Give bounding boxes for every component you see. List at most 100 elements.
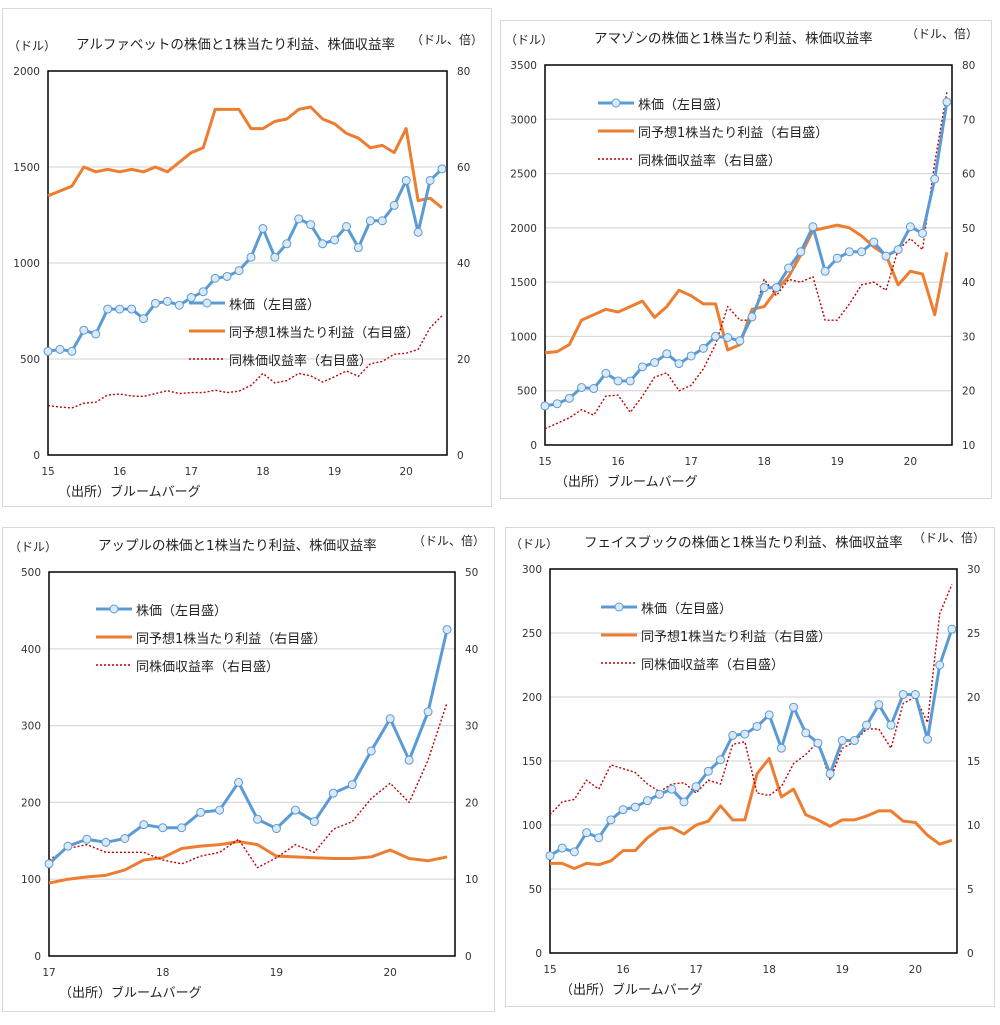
price-marker — [365, 216, 375, 226]
price-marker — [650, 357, 660, 367]
price-marker — [158, 823, 168, 833]
price-marker — [127, 304, 137, 314]
y-left-tick-label: 3500 — [510, 60, 537, 72]
chart-title: アルファベットの株価と1株当たり利益、株価収益率 — [76, 37, 395, 53]
price-marker — [328, 788, 338, 798]
price-marker — [910, 689, 920, 699]
price-marker — [271, 824, 281, 834]
x-tick-label: 17 — [684, 456, 697, 468]
price-marker — [330, 235, 340, 245]
legend-item-eps: 同予想1株当たり利益（右目盛） — [189, 317, 419, 345]
x-tick-label: 18 — [758, 456, 771, 468]
legend-label: 株価（左目盛） — [229, 297, 321, 313]
y-right-tick-label: 80 — [962, 60, 975, 72]
price-marker — [366, 746, 376, 756]
price-marker — [813, 738, 823, 748]
price-marker — [234, 777, 244, 787]
legend-label: 株価（左目盛） — [641, 601, 733, 617]
right-axis-unit: （ドル、倍） — [906, 27, 979, 41]
y-right-tick-label: 15 — [967, 756, 980, 768]
price-marker — [715, 755, 725, 765]
price-marker — [150, 298, 160, 308]
legend-label: 同予想1株当たり利益（右目盛） — [136, 631, 327, 647]
price-marker — [222, 271, 232, 281]
price-marker — [655, 789, 665, 799]
price-marker — [662, 349, 672, 359]
price-marker — [103, 304, 113, 314]
left-axis-unit: （ドル） — [9, 540, 58, 554]
legend-swatch — [601, 662, 637, 664]
price-marker — [442, 625, 452, 635]
y-left-tick-label: 250 — [522, 628, 542, 640]
price-marker — [215, 805, 225, 815]
legend-item-price: 株価（左目盛） — [96, 595, 326, 623]
price-marker — [881, 251, 891, 261]
y-left-tick-label: 0 — [34, 951, 41, 963]
y-right-tick-label: 30 — [962, 331, 975, 343]
price-marker — [569, 847, 579, 857]
y-right-tick-label: 20 — [962, 386, 975, 398]
price-marker — [589, 384, 599, 394]
price-marker — [918, 228, 928, 238]
price-marker — [898, 689, 908, 699]
chart-panel: 0 500 1000 1500 2000 2500 3000 3500 10 20 30 40 50 60… — [500, 20, 992, 499]
price-marker — [764, 710, 774, 720]
chart-panel: 0 50 100 150 200 250 300 0 5 10 15 20 25 30 15 16 17 18 19… — [505, 527, 995, 1007]
right-axis-unit: （ドル、倍） — [913, 531, 986, 545]
price-marker — [67, 346, 77, 356]
y-left-tick-label: 0 — [530, 440, 537, 452]
x-tick-label: 16 — [113, 466, 127, 478]
price-marker — [545, 851, 555, 861]
y-left-tick-label: 50 — [529, 884, 542, 896]
price-marker — [552, 399, 562, 409]
price-marker — [630, 802, 640, 812]
y-right-tick-label: 10 — [962, 440, 975, 452]
y-left-tick-label: 100 — [522, 820, 542, 832]
price-marker — [377, 216, 387, 226]
price-marker — [771, 283, 781, 293]
price-marker — [423, 707, 433, 717]
eps-line — [47, 105, 443, 209]
price-marker — [404, 755, 414, 765]
price-marker — [642, 796, 652, 806]
price-marker — [425, 175, 435, 185]
price-marker — [306, 220, 316, 230]
chart-svg: 0 50 100 150 200 250 300 0 5 10 15 20 25 30 15 16 17 18 19… — [522, 564, 980, 976]
price-marker — [637, 362, 647, 372]
price-marker — [594, 833, 604, 843]
price-marker — [198, 287, 208, 297]
y-right-tick-label: 80 — [457, 66, 470, 78]
price-line — [549, 628, 954, 857]
price-marker — [613, 376, 623, 386]
legend-label: 同株価収益率（右目盛） — [638, 153, 782, 169]
price-marker — [674, 359, 684, 369]
eps-line — [48, 840, 448, 885]
legend-item-price: 株価（左目盛） — [598, 89, 828, 117]
price-marker — [825, 769, 835, 779]
x-tick-label: 18 — [763, 964, 776, 976]
price-marker — [540, 401, 550, 411]
price-marker — [582, 828, 592, 838]
legend-label: 株価（左目盛） — [638, 97, 730, 113]
y-right-tick-label: 0 — [967, 948, 974, 960]
price-marker — [341, 222, 351, 232]
y-left-tick-label: 300 — [21, 721, 41, 733]
x-tick-label: 20 — [904, 456, 917, 468]
price-marker — [437, 164, 447, 174]
legend-label: 株価（左目盛） — [136, 603, 228, 619]
x-tick-label: 19 — [836, 964, 849, 976]
x-tick-label: 19 — [328, 466, 341, 478]
x-tick-label: 18 — [156, 967, 169, 979]
price-marker — [347, 780, 357, 790]
legend-swatch — [189, 329, 225, 333]
legend-swatch — [598, 129, 634, 133]
y-left-tick-label: 200 — [522, 692, 542, 704]
price-marker — [796, 247, 806, 257]
legend-item-price: 株価（左目盛） — [601, 593, 831, 621]
price-marker — [196, 807, 206, 817]
left-axis-unit: （ドル） — [505, 33, 554, 47]
y-left-tick-label: 1000 — [510, 331, 537, 343]
legend-swatch — [601, 633, 637, 637]
price-marker — [177, 823, 187, 833]
y-left-tick-label: 500 — [517, 386, 537, 398]
